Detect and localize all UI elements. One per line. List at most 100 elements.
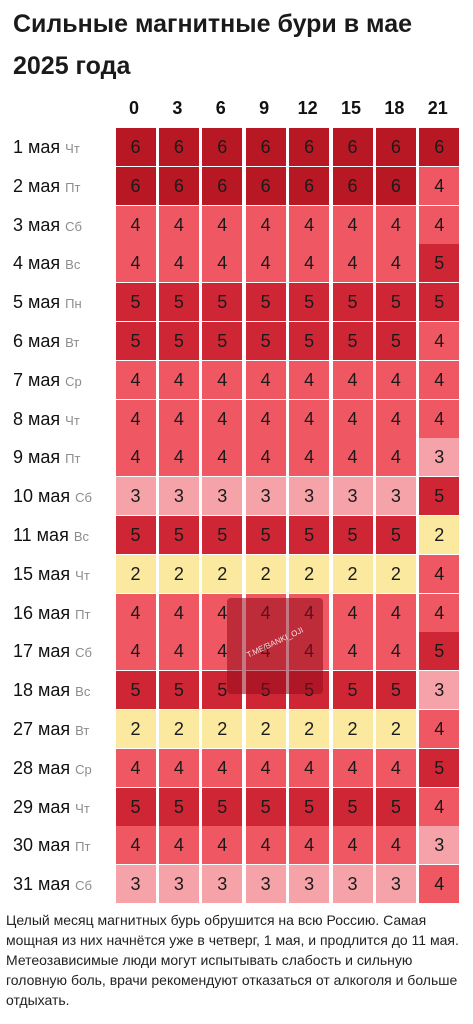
heatmap-cell: 4 xyxy=(115,438,156,477)
heatmap-cell: 5 xyxy=(115,322,156,360)
heatmap-cell: 5 xyxy=(202,516,243,554)
row-weekday: Вт xyxy=(75,723,90,738)
heatmap-cell: 2 xyxy=(245,710,286,748)
row-weekday: Вс xyxy=(75,684,91,700)
row-date: 30 мая xyxy=(13,835,71,856)
heatmap-cell: 4 xyxy=(375,360,416,399)
heatmap-cell: 4 xyxy=(202,438,243,477)
heatmap-cell: 4 xyxy=(202,748,243,787)
heatmap-cell: 3 xyxy=(375,865,416,904)
heatmap-cell: 2 xyxy=(202,710,243,748)
heatmap-cell: 5 xyxy=(202,322,243,360)
row-weekday: Ср xyxy=(75,761,92,777)
heatmap-cell: 6 xyxy=(158,166,199,205)
heatmap-cell: 3 xyxy=(332,865,373,904)
row-date: 6 мая xyxy=(13,331,61,351)
heatmap-cell: 2 xyxy=(115,710,156,748)
row-weekday: Сб xyxy=(75,878,92,894)
row-date: 8 мая xyxy=(13,408,61,429)
row-label: 15 мая Чт xyxy=(13,555,90,593)
heatmap-cell: 4 xyxy=(245,438,286,477)
heatmap-cell: 4 xyxy=(245,748,286,787)
row-weekday: Сб xyxy=(65,218,82,234)
heatmap-cell: 4 xyxy=(202,244,243,283)
row-weekday: Чт xyxy=(65,412,80,428)
heatmap-cell: 6 xyxy=(419,128,460,166)
heatmap-cell: 6 xyxy=(115,128,156,166)
heatmap-cell: 3 xyxy=(158,477,199,516)
heatmap-cell: 2 xyxy=(375,710,416,748)
heatmap-cell: 3 xyxy=(202,865,243,904)
heatmap-cell: 3 xyxy=(419,671,460,710)
heatmap-cell: 4 xyxy=(115,748,156,787)
heatmap-cell: 4 xyxy=(419,322,460,360)
row-date: 5 мая xyxy=(13,292,61,313)
heatmap-cell: 5 xyxy=(375,787,416,826)
heatmap-cell: 3 xyxy=(245,477,286,516)
heatmap-cell: 5 xyxy=(289,322,330,360)
row-weekday: Пт xyxy=(65,179,81,195)
heatmap-cell: 4 xyxy=(332,632,373,671)
heatmap-cell: 4 xyxy=(419,399,460,438)
heatmap-cell: 5 xyxy=(245,283,286,322)
row-label: 11 мая Вс xyxy=(13,516,89,554)
row-date: 1 мая xyxy=(13,137,61,157)
heatmap-cell: 5 xyxy=(115,787,156,826)
heatmap-cell: 5 xyxy=(332,283,373,322)
heatmap-cell: 3 xyxy=(375,477,416,516)
row-weekday: Чт xyxy=(75,800,90,816)
heatmap-cell: 6 xyxy=(202,166,243,205)
heatmap-cell: 3 xyxy=(419,826,460,865)
heatmap-cell: 4 xyxy=(375,205,416,244)
hour-header-9: 9 xyxy=(259,98,270,118)
heatmap-cell: 5 xyxy=(419,477,460,516)
heatmap-cell: 3 xyxy=(115,477,156,516)
heatmap-cell: 4 xyxy=(419,865,460,904)
heatmap-cell: 5 xyxy=(289,516,330,554)
row-weekday: Сб xyxy=(75,490,92,506)
heatmap-cell: 6 xyxy=(289,128,330,166)
hour-header-6: 6 xyxy=(215,98,226,118)
heatmap-cell: 5 xyxy=(289,787,330,826)
row-weekday: Пт xyxy=(65,451,81,467)
heatmap-cell: 4 xyxy=(419,710,460,748)
heatmap-cell: 4 xyxy=(115,632,156,671)
row-weekday: Вс xyxy=(73,529,89,544)
row-date: 29 мая xyxy=(13,796,71,817)
row-date: 28 мая xyxy=(13,757,71,778)
row-weekday: Чт xyxy=(75,567,90,583)
heatmap-cell: 4 xyxy=(375,438,416,477)
heatmap-cell: 4 xyxy=(115,826,156,865)
heatmap-cell: 4 xyxy=(419,787,460,826)
row-date: 27 мая xyxy=(13,719,71,739)
heatmap-cell: 4 xyxy=(332,244,373,283)
heatmap-cell: 4 xyxy=(245,360,286,399)
hour-header-15: 15 xyxy=(340,98,362,118)
row-weekday: Чт xyxy=(65,141,80,156)
heatmap-cell: 5 xyxy=(202,787,243,826)
heatmap-cell: 4 xyxy=(375,244,416,283)
heatmap-cell: 4 xyxy=(115,205,156,244)
heatmap-cell: 5 xyxy=(289,283,330,322)
heatmap-cell: 4 xyxy=(332,205,373,244)
heatmap-cell: 5 xyxy=(419,283,460,322)
heatmap-cell: 2 xyxy=(158,710,199,748)
row-label: 1 мая Чт xyxy=(13,128,80,166)
heatmap-cell: 5 xyxy=(158,283,199,322)
row-date: 10 мая xyxy=(13,486,71,507)
row-date: 18 мая xyxy=(13,680,71,701)
caption-text: Целый месяц магнитных бурь обрушится на … xyxy=(6,912,459,1008)
row-weekday: Сб xyxy=(75,645,92,661)
heatmap-cell: 2 xyxy=(202,554,243,593)
heatmap-cell: 4 xyxy=(158,438,199,477)
heatmap-cell: 4 xyxy=(158,244,199,283)
heatmap-cell: 5 xyxy=(158,671,199,710)
heatmap-cell: 4 xyxy=(245,826,286,865)
heatmap-cell: 2 xyxy=(419,516,460,554)
heatmap-cell: 6 xyxy=(332,166,373,205)
row-date: 3 мая xyxy=(13,214,61,235)
row-label: 16 мая Пт xyxy=(13,594,90,632)
heatmap-cell: 3 xyxy=(245,865,286,904)
heatmap-cell: 5 xyxy=(332,322,373,360)
row-label: 18 мая Вс xyxy=(13,671,90,709)
